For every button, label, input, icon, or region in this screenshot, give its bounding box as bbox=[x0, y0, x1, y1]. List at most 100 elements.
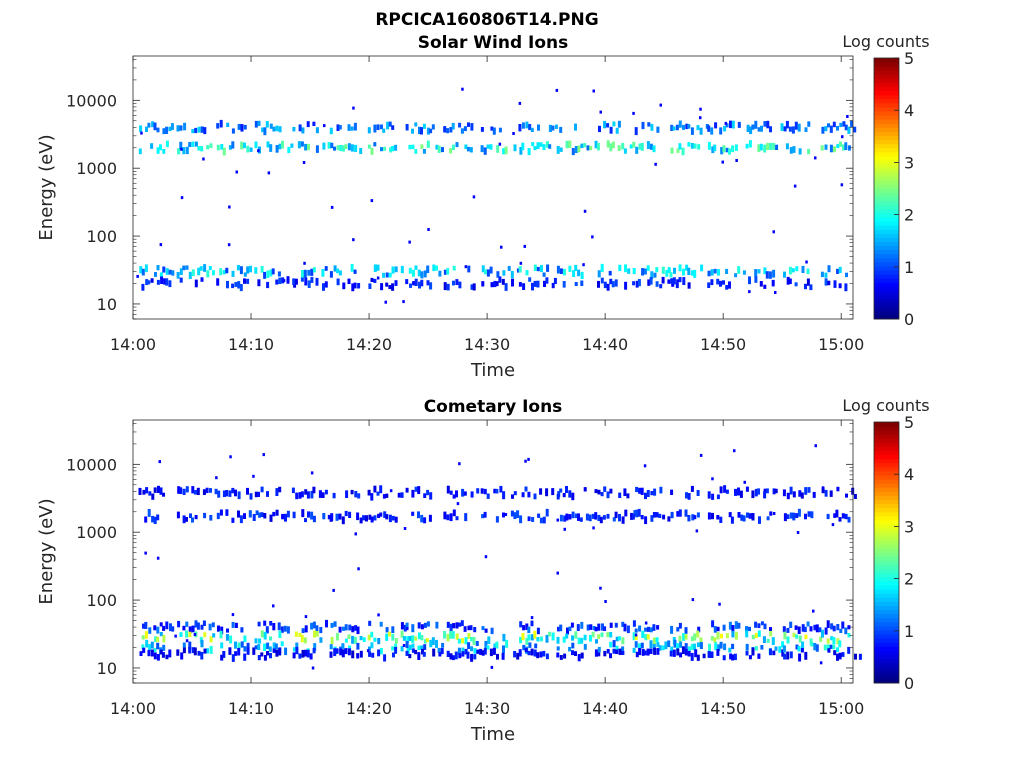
heatmap-cell bbox=[347, 634, 351, 639]
heatmap-cell bbox=[330, 622, 334, 628]
heatmap-cell bbox=[832, 121, 836, 128]
heatmap-cell bbox=[745, 143, 749, 149]
heatmap-cell bbox=[635, 651, 639, 658]
heatmap-cell bbox=[772, 269, 776, 278]
heatmap-cell bbox=[400, 492, 404, 498]
heatmap-cell bbox=[280, 626, 284, 633]
heatmap-cell bbox=[394, 280, 398, 286]
heatmap-cell bbox=[300, 277, 304, 282]
colorbar-tick-label: 4 bbox=[904, 101, 914, 120]
heatmap-cell bbox=[229, 635, 233, 644]
colorbar-segment bbox=[874, 282, 899, 287]
heatmap-cell bbox=[595, 639, 598, 644]
heatmap-cell bbox=[737, 512, 741, 518]
heatmap-cell bbox=[157, 485, 160, 493]
y-axis-label: Energy (eV) bbox=[36, 134, 57, 240]
heatmap-cell bbox=[840, 183, 844, 187]
heatmap-cell bbox=[272, 648, 276, 653]
heatmap-cell bbox=[655, 512, 659, 518]
heatmap-cell bbox=[429, 128, 433, 134]
heatmap-cell bbox=[455, 490, 458, 498]
heatmap-cell bbox=[844, 627, 848, 635]
heatmap-cell bbox=[388, 121, 392, 127]
heatmap-cell bbox=[682, 124, 685, 130]
heatmap-cell bbox=[200, 624, 204, 630]
heatmap-cell bbox=[435, 639, 438, 648]
heatmap-cell bbox=[239, 515, 243, 524]
heatmap-cell bbox=[606, 649, 610, 654]
heatmap-cell bbox=[498, 276, 502, 283]
heatmap-cell bbox=[379, 485, 383, 494]
heatmap-cell bbox=[579, 517, 583, 522]
heatmap-cell bbox=[203, 512, 207, 519]
heatmap-cell bbox=[734, 144, 738, 151]
heatmap-cell bbox=[730, 516, 734, 524]
heatmap-cell bbox=[594, 626, 598, 632]
heatmap-cell bbox=[742, 270, 746, 275]
heatmap-cell bbox=[551, 282, 555, 289]
heatmap-cell bbox=[719, 280, 722, 287]
heatmap-cell bbox=[673, 267, 676, 274]
heatmap-cell bbox=[818, 627, 822, 633]
heatmap-cell bbox=[353, 269, 357, 274]
heatmap-cell bbox=[200, 277, 204, 282]
heatmap-cell bbox=[183, 122, 187, 131]
heatmap-cell bbox=[763, 284, 767, 289]
heatmap-cell bbox=[748, 626, 751, 632]
heatmap-cell bbox=[194, 515, 198, 520]
heatmap-cell bbox=[269, 636, 272, 641]
heatmap-cell bbox=[626, 625, 630, 634]
heatmap-cell bbox=[652, 145, 656, 153]
heatmap-cell bbox=[281, 513, 285, 520]
heatmap-cell bbox=[153, 122, 157, 131]
heatmap-cell bbox=[504, 283, 508, 291]
heatmap-cell bbox=[714, 642, 718, 651]
heatmap-cell bbox=[800, 492, 804, 499]
heatmap-cell bbox=[496, 653, 499, 660]
heatmap-cell bbox=[838, 266, 842, 274]
heatmap-cell bbox=[513, 491, 517, 496]
heatmap-cell bbox=[246, 487, 249, 495]
heatmap-cell bbox=[275, 649, 279, 657]
heatmap-cell bbox=[570, 622, 574, 628]
heatmap-cell bbox=[600, 632, 604, 638]
heatmap-cell bbox=[366, 649, 370, 653]
heatmap-cell bbox=[481, 265, 485, 273]
heatmap-cell bbox=[284, 647, 288, 656]
heatmap-cell bbox=[249, 265, 252, 273]
heatmap-cell bbox=[338, 270, 342, 276]
heatmap-cell bbox=[263, 513, 267, 519]
heatmap-cell bbox=[185, 630, 188, 638]
colorbar-segment bbox=[874, 212, 899, 218]
heatmap-cell bbox=[565, 513, 569, 521]
heatmap-cell bbox=[304, 277, 308, 286]
heatmap-cell bbox=[521, 142, 525, 151]
colorbar-segment bbox=[874, 470, 899, 476]
heatmap-cell bbox=[141, 644, 145, 650]
heatmap-cell bbox=[652, 637, 656, 646]
heatmap-cell bbox=[632, 632, 636, 641]
heatmap-cell bbox=[179, 632, 183, 637]
heatmap-cell bbox=[826, 620, 830, 628]
heatmap-cell bbox=[185, 621, 189, 627]
heatmap-cell bbox=[243, 272, 247, 277]
heatmap-cell bbox=[734, 621, 738, 629]
heatmap-cell bbox=[267, 171, 271, 175]
colorbar-segment bbox=[874, 90, 899, 96]
heatmap-cell bbox=[161, 652, 165, 658]
heatmap-cell bbox=[548, 144, 552, 149]
heatmap-cell bbox=[626, 493, 630, 499]
heatmap-cell bbox=[783, 513, 787, 522]
heatmap-cell bbox=[165, 126, 169, 134]
heatmap-cell bbox=[786, 492, 790, 500]
heatmap-cell bbox=[676, 511, 680, 517]
heatmap-cell bbox=[159, 622, 163, 627]
heatmap-cell bbox=[467, 625, 471, 631]
heatmap-cell bbox=[621, 142, 625, 150]
heatmap-cell bbox=[690, 636, 694, 642]
heatmap-cell bbox=[449, 630, 453, 639]
heatmap-cell bbox=[426, 489, 430, 496]
heatmap-cell bbox=[559, 624, 563, 632]
heatmap-cell bbox=[196, 487, 200, 495]
colorbar-segment bbox=[874, 597, 899, 602]
